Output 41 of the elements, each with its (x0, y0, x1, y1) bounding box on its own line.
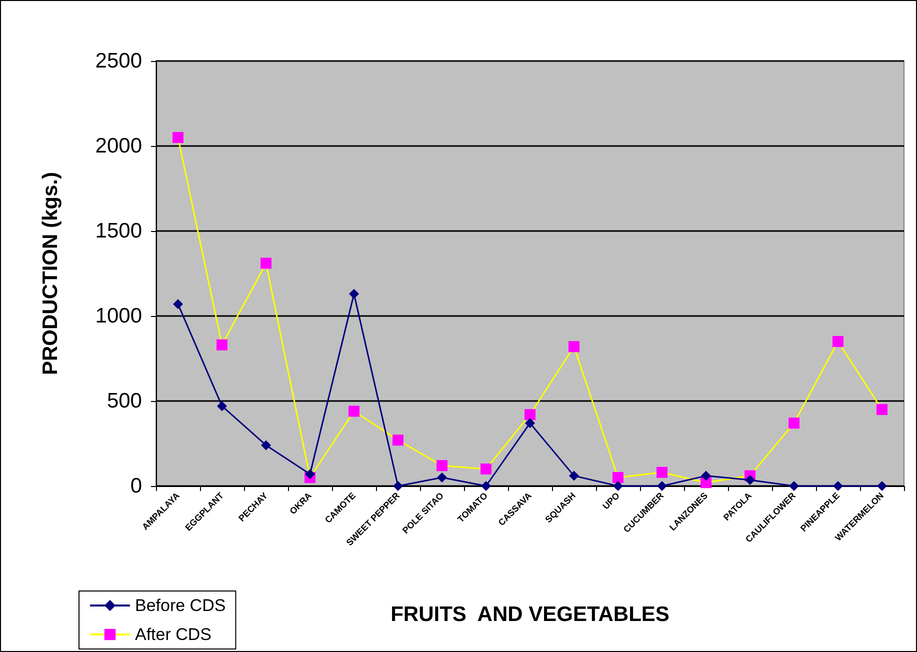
point (789, 481, 799, 491)
point (525, 418, 535, 428)
y-tick-label: 2000 (95, 134, 142, 158)
point (656, 466, 668, 478)
point (833, 481, 843, 491)
point (348, 406, 360, 417)
y-tick-label: 1500 (95, 220, 142, 242)
y-tick-label: 500 (106, 390, 142, 412)
point (481, 481, 491, 491)
point (305, 469, 315, 480)
point (393, 481, 403, 491)
point (172, 132, 184, 143)
point (349, 288, 359, 299)
point (568, 341, 580, 352)
point (437, 472, 447, 482)
point (261, 440, 271, 450)
y-axis-title: PRODUCTION (kgs.) (39, 172, 62, 376)
point (217, 401, 227, 412)
point (832, 336, 844, 347)
point (569, 470, 579, 481)
point (701, 470, 711, 481)
point (480, 464, 492, 474)
point (612, 472, 624, 483)
y-tick-label: 0 (130, 474, 142, 498)
legend-label: After CDS (135, 625, 212, 644)
y-tick-label: 1000 (95, 304, 142, 328)
point (436, 460, 448, 472)
point (876, 404, 888, 415)
legend-label: Before CDS (135, 596, 226, 615)
point (524, 409, 536, 420)
y-tick-label: 2500 (95, 50, 142, 72)
point (745, 475, 755, 486)
point (392, 434, 404, 446)
x-axis-title: FRUITS AND VEGETABLES (390, 603, 670, 626)
point (877, 481, 887, 491)
point (613, 481, 623, 491)
point (788, 418, 800, 429)
point (216, 339, 228, 350)
point (657, 481, 667, 491)
point (173, 299, 183, 310)
point (260, 258, 272, 269)
